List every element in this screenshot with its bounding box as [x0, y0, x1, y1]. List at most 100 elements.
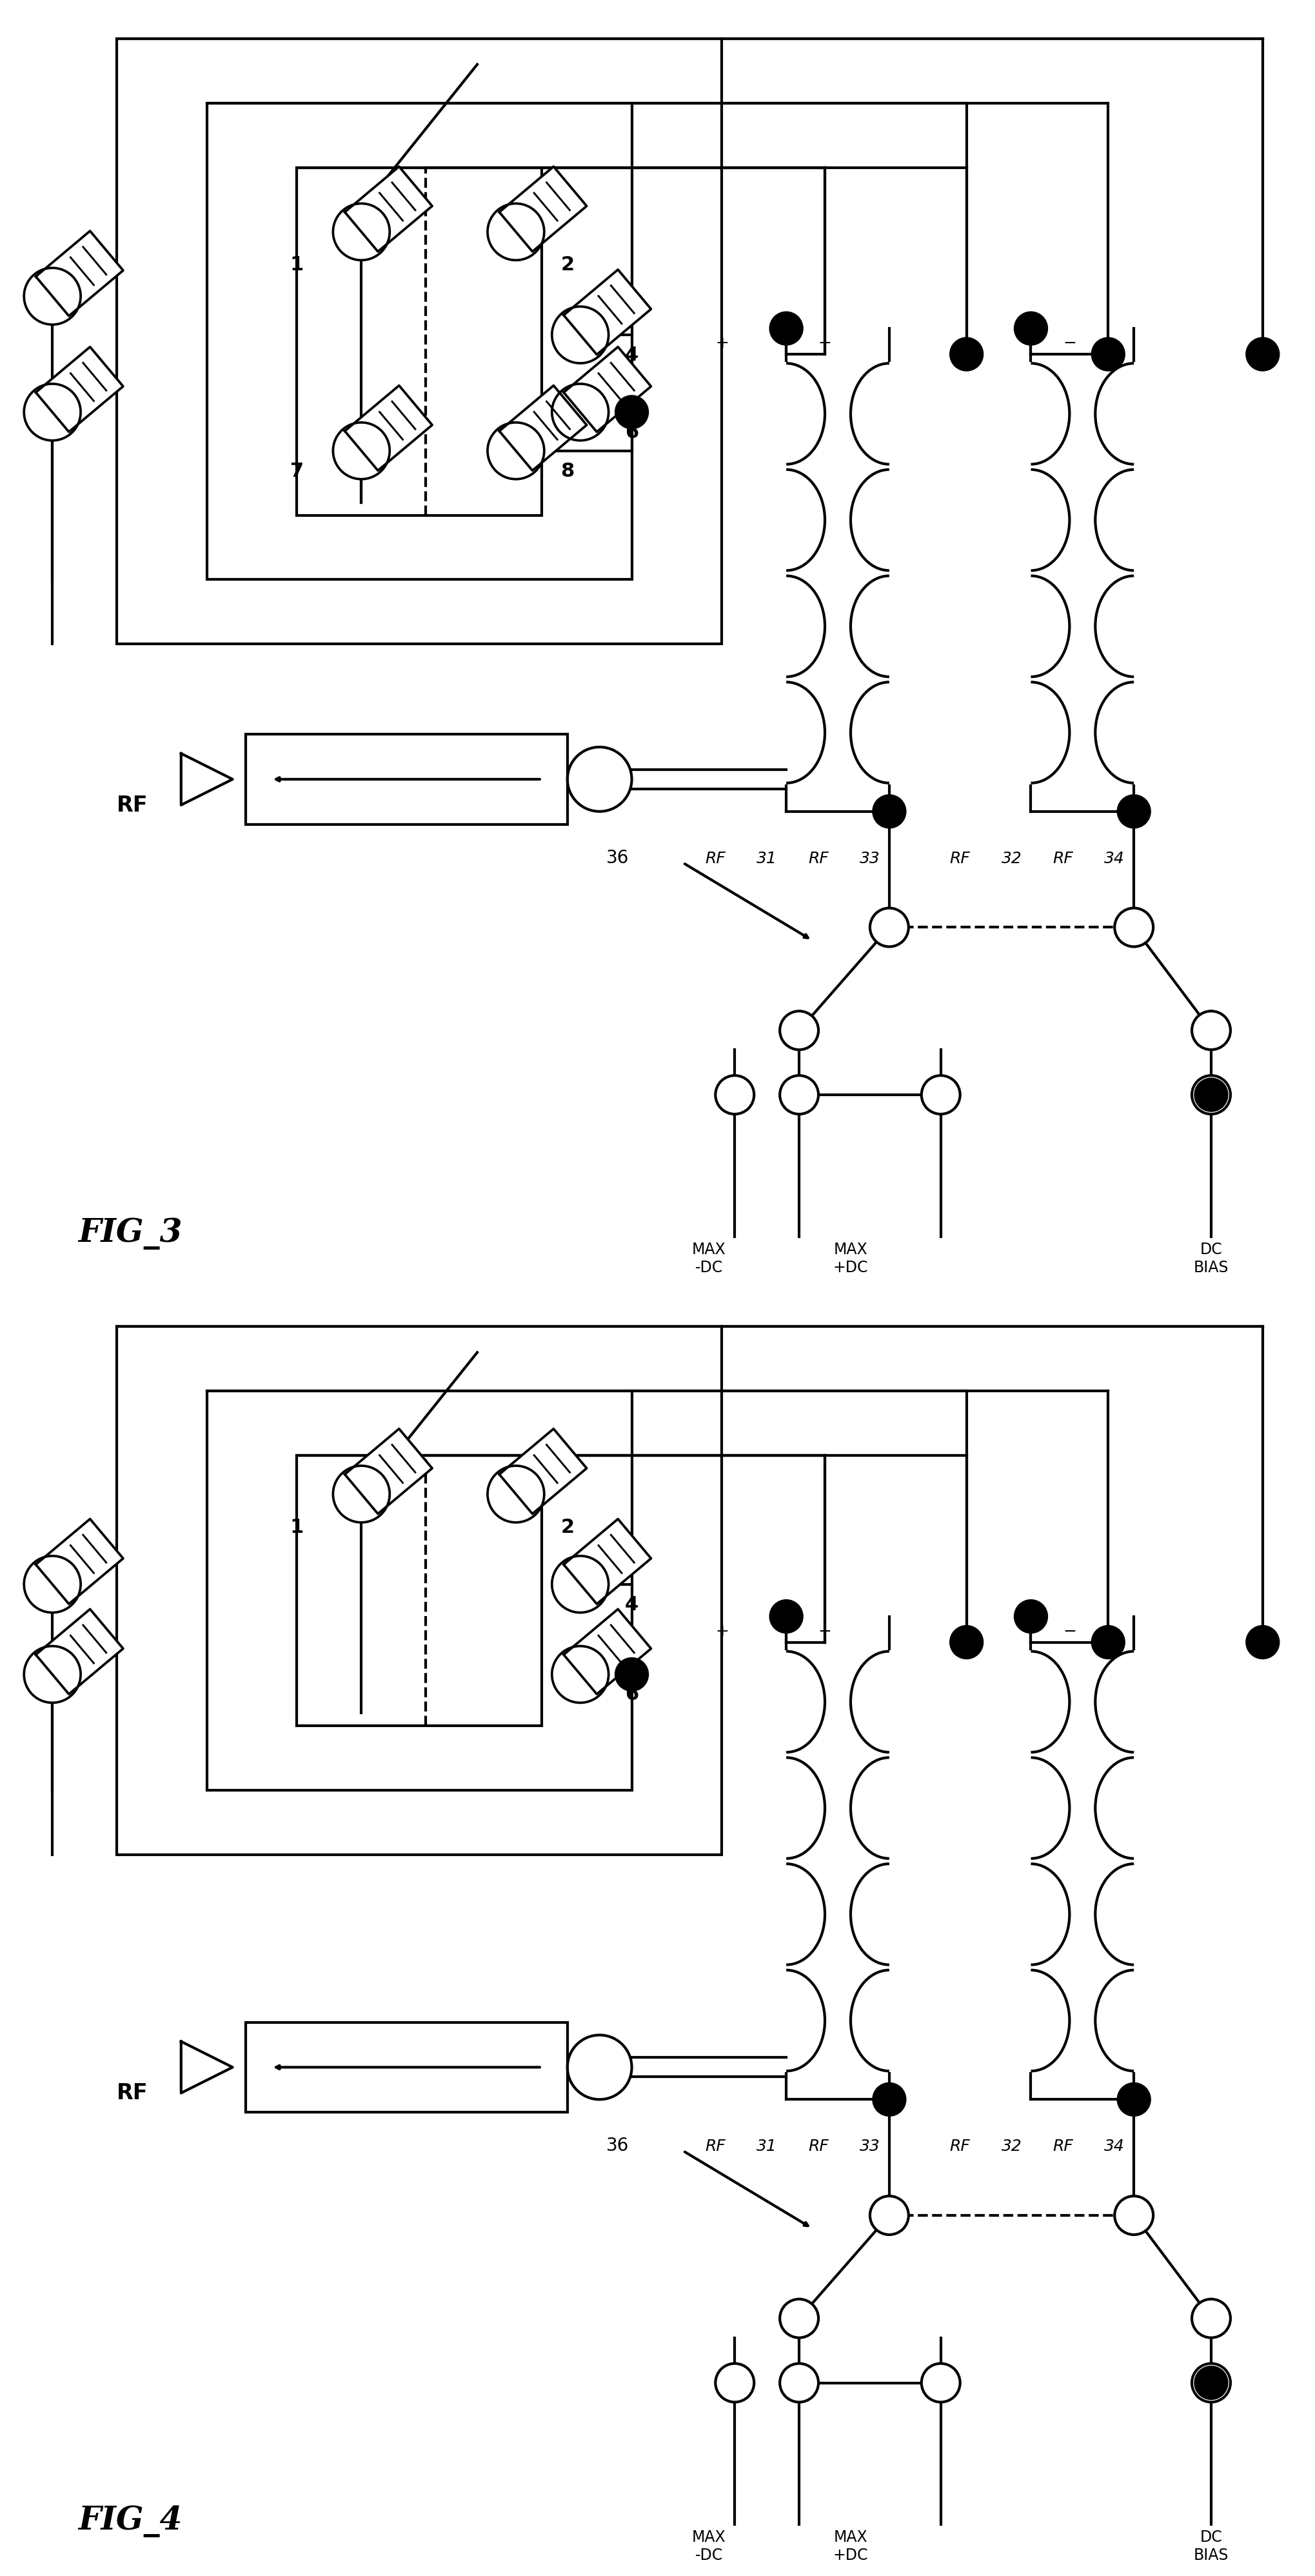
- Text: −: −: [818, 335, 831, 350]
- Circle shape: [1194, 2365, 1228, 2401]
- Circle shape: [1245, 337, 1279, 371]
- Text: FIG_4: FIG_4: [78, 2506, 183, 2537]
- Text: 7: 7: [291, 461, 304, 482]
- Polygon shape: [500, 386, 586, 471]
- Text: MAX
+DC: MAX +DC: [834, 2530, 868, 2563]
- Circle shape: [488, 1466, 544, 1522]
- Text: 34: 34: [1105, 2138, 1124, 2154]
- Text: RF: RF: [705, 850, 726, 866]
- Polygon shape: [36, 232, 124, 317]
- Circle shape: [769, 1600, 803, 1633]
- Circle shape: [1245, 1625, 1279, 1659]
- Text: RF: RF: [949, 850, 970, 866]
- Text: +: +: [715, 1623, 729, 1638]
- Circle shape: [1194, 1079, 1228, 1113]
- Bar: [206, 1391, 631, 1790]
- Text: RF: RF: [1053, 2138, 1073, 2154]
- Text: −: −: [1063, 335, 1076, 350]
- Text: DC
BIAS: DC BIAS: [1194, 1242, 1228, 1275]
- Polygon shape: [345, 167, 433, 252]
- Polygon shape: [564, 1520, 651, 1605]
- Circle shape: [552, 1646, 609, 1703]
- Text: RF: RF: [949, 2138, 970, 2154]
- Bar: [246, 2022, 567, 2112]
- Circle shape: [780, 1010, 818, 1051]
- Circle shape: [871, 2195, 909, 2233]
- Text: RF: RF: [809, 850, 828, 866]
- Circle shape: [873, 796, 906, 829]
- Text: 36: 36: [606, 848, 629, 868]
- Polygon shape: [564, 270, 651, 355]
- Text: 6: 6: [625, 422, 639, 443]
- Text: 8: 8: [560, 461, 575, 482]
- Circle shape: [1091, 1625, 1124, 1659]
- Text: 1: 1: [291, 1517, 304, 1538]
- Bar: [246, 734, 567, 824]
- Circle shape: [552, 384, 609, 440]
- Circle shape: [1191, 1074, 1231, 1115]
- Circle shape: [871, 907, 909, 948]
- Circle shape: [333, 422, 389, 479]
- Text: FIG_3: FIG_3: [78, 1218, 183, 1249]
- Circle shape: [922, 1074, 960, 1115]
- Text: 6: 6: [625, 1685, 639, 1705]
- Text: 33: 33: [860, 2138, 880, 2154]
- Polygon shape: [345, 1430, 433, 1515]
- Text: 2: 2: [560, 1517, 575, 1538]
- Circle shape: [24, 268, 80, 325]
- Circle shape: [1014, 1600, 1048, 1633]
- Polygon shape: [345, 386, 433, 471]
- Circle shape: [769, 312, 803, 345]
- Polygon shape: [36, 348, 124, 433]
- Polygon shape: [564, 348, 651, 433]
- Circle shape: [24, 1556, 80, 1613]
- Circle shape: [1014, 312, 1048, 345]
- Circle shape: [780, 1074, 818, 1115]
- Text: +: +: [960, 335, 973, 350]
- Text: 32: 32: [1001, 850, 1022, 866]
- Circle shape: [24, 1646, 80, 1703]
- Bar: [117, 39, 722, 644]
- Text: MAX
-DC: MAX -DC: [692, 1242, 726, 1275]
- Text: RF: RF: [809, 2138, 828, 2154]
- Text: 1: 1: [291, 255, 304, 276]
- Circle shape: [1191, 2365, 1231, 2401]
- Polygon shape: [564, 1610, 651, 1695]
- Text: 2: 2: [560, 255, 575, 276]
- Circle shape: [873, 2081, 906, 2117]
- Circle shape: [1191, 1010, 1231, 1051]
- Bar: [297, 1455, 542, 1726]
- Bar: [206, 103, 631, 580]
- Polygon shape: [500, 167, 586, 252]
- Circle shape: [333, 204, 389, 260]
- Text: 4: 4: [625, 1595, 639, 1615]
- Text: RF: RF: [117, 793, 149, 817]
- Polygon shape: [500, 1430, 586, 1515]
- Text: 31: 31: [756, 2138, 777, 2154]
- Text: 31: 31: [756, 850, 777, 866]
- Circle shape: [780, 2300, 818, 2339]
- Circle shape: [488, 422, 544, 479]
- Circle shape: [1118, 796, 1151, 829]
- Polygon shape: [36, 1520, 124, 1605]
- Text: 32: 32: [1001, 2138, 1022, 2154]
- Text: RF: RF: [1053, 850, 1073, 866]
- Circle shape: [949, 337, 984, 371]
- Circle shape: [615, 397, 648, 430]
- Text: 4: 4: [625, 345, 639, 366]
- Circle shape: [949, 1625, 984, 1659]
- Circle shape: [552, 1556, 609, 1613]
- Text: 36: 36: [606, 2136, 629, 2156]
- Text: 34: 34: [1105, 850, 1124, 866]
- Text: MAX
-DC: MAX -DC: [692, 2530, 726, 2563]
- Circle shape: [1091, 337, 1124, 371]
- Circle shape: [1118, 2081, 1151, 2117]
- Text: −: −: [818, 1623, 831, 1638]
- Text: −: −: [1063, 1623, 1076, 1638]
- Circle shape: [1191, 2300, 1231, 2339]
- Bar: [297, 167, 542, 515]
- Text: RF: RF: [117, 2081, 149, 2105]
- Text: DC
BIAS: DC BIAS: [1194, 2530, 1228, 2563]
- Text: RF: RF: [705, 2138, 726, 2154]
- Circle shape: [333, 1466, 389, 1522]
